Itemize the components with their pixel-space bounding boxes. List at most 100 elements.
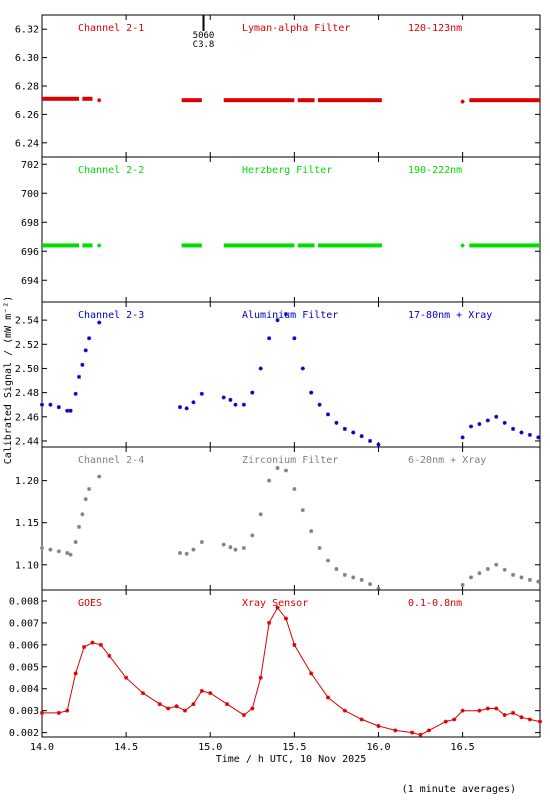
data-point xyxy=(87,487,92,492)
data-segment xyxy=(223,98,295,103)
data-point xyxy=(228,397,233,402)
data-segment xyxy=(82,96,93,101)
x-tick-label: 15.0 xyxy=(198,742,222,753)
y-tick-label: 2.54 xyxy=(15,316,39,327)
data-point xyxy=(309,671,314,676)
y-tick-label: 0.003 xyxy=(9,706,39,717)
data-point xyxy=(250,706,255,711)
panel-1: 6.24 6.26 6.28 6.30 6.32 Channel 2-1 Lyman-alp… xyxy=(15,14,541,158)
data-point xyxy=(309,390,314,395)
data-segment xyxy=(181,243,202,248)
y-tick-label: 0.004 xyxy=(9,684,39,695)
data-point xyxy=(65,708,70,713)
data-point xyxy=(48,402,53,407)
chart-panels: 6.24 6.26 6.28 6.30 6.32 Channel 2-1 Lyman-alp… xyxy=(9,14,542,753)
y-tick-label: 1.20 xyxy=(15,476,39,487)
y-tick-label: 6.32 xyxy=(15,25,39,36)
data-point xyxy=(208,691,213,696)
data-point xyxy=(80,512,85,517)
data-point xyxy=(527,432,532,437)
data-point xyxy=(309,529,314,534)
data-segment xyxy=(317,243,382,248)
data-point xyxy=(177,405,182,410)
data-point xyxy=(527,577,532,582)
data-point xyxy=(511,426,516,431)
panel-frame xyxy=(41,301,541,448)
data-point xyxy=(359,577,364,582)
data-point xyxy=(376,724,381,729)
y-tick-label: 2.48 xyxy=(15,388,39,399)
data-point xyxy=(233,402,238,407)
data-point xyxy=(359,434,364,439)
data-point xyxy=(80,362,85,367)
data-point xyxy=(90,640,95,645)
panel-5: 0.002 0.003 0.004 0.005 0.006 0.007 0.008 GOES X… xyxy=(9,589,542,753)
data-point xyxy=(292,336,297,341)
data-point xyxy=(56,710,61,715)
y-tick-label: 2.46 xyxy=(15,412,39,423)
data-point xyxy=(258,512,263,517)
panel-4: 1.10 1.15 1.20 Channel 2-4 Zirconium Filter 6… xyxy=(15,446,541,591)
data-point xyxy=(68,552,73,557)
filter-name: Zirconium Filter xyxy=(242,455,338,466)
data-point xyxy=(317,545,322,550)
data-point xyxy=(300,366,305,371)
data-point xyxy=(267,478,272,483)
wavelength-label: 190-222nm xyxy=(408,165,462,176)
data-point xyxy=(376,586,381,591)
data-point xyxy=(485,418,490,423)
data-point xyxy=(368,582,373,587)
panel-label: Channel 2-1 xyxy=(78,23,144,34)
data-point xyxy=(502,567,507,572)
data-point xyxy=(87,336,92,341)
data-segment xyxy=(82,243,93,248)
data-point xyxy=(275,318,280,323)
data-point xyxy=(177,550,182,555)
data-point xyxy=(40,545,44,550)
data-point xyxy=(56,405,61,410)
data-point xyxy=(267,620,272,625)
x-tick-label: 14.5 xyxy=(114,742,138,753)
y-tick-label: 0.007 xyxy=(9,618,39,629)
data-point xyxy=(538,719,542,724)
data-point xyxy=(199,540,204,545)
data-point xyxy=(477,571,482,576)
data-point xyxy=(65,550,70,555)
data-point xyxy=(68,408,73,413)
filter-name: Aluminium Filter xyxy=(242,310,338,321)
data-point xyxy=(326,695,331,700)
data-segment xyxy=(469,243,540,248)
data-segment xyxy=(42,96,80,101)
data-point xyxy=(65,408,70,413)
y-axis-label: Calibrated Signal / (mW m⁻²) xyxy=(3,296,14,465)
panel-label: Channel 2-4 xyxy=(78,455,144,466)
y-tick-label: 702 xyxy=(21,160,39,171)
data-point xyxy=(199,688,204,693)
data-point xyxy=(107,653,112,658)
data-point xyxy=(77,374,82,379)
data-point xyxy=(250,390,255,395)
y-tick-label: 6.28 xyxy=(15,82,39,93)
data-point xyxy=(73,540,78,545)
data-point xyxy=(97,98,102,103)
data-point xyxy=(494,706,499,711)
data-point xyxy=(83,348,88,353)
data-segment xyxy=(42,243,80,248)
data-point xyxy=(191,547,196,552)
data-point xyxy=(477,422,482,427)
data-point xyxy=(494,562,499,567)
data-point xyxy=(351,430,356,435)
data-point xyxy=(199,391,204,396)
data-point xyxy=(460,99,465,104)
data-point xyxy=(183,708,188,713)
y-tick-label: 698 xyxy=(21,218,39,229)
panel-frame xyxy=(41,156,541,303)
data-point xyxy=(477,708,482,713)
y-tick-label: 2.44 xyxy=(15,436,39,447)
data-point xyxy=(460,708,465,713)
data-point xyxy=(73,391,78,396)
wavelength-label: 0.1-0.8nm xyxy=(408,598,462,609)
y-tick-label: 0.008 xyxy=(9,596,39,607)
data-point xyxy=(460,243,465,248)
